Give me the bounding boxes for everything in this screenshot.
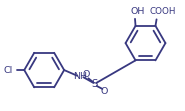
Text: COOH: COOH [149,7,176,16]
Text: NH: NH [73,72,87,81]
Text: Cl: Cl [3,66,12,75]
Text: O: O [82,70,89,79]
Text: O: O [101,87,108,96]
Text: OH: OH [131,7,145,16]
Text: S: S [92,79,98,89]
